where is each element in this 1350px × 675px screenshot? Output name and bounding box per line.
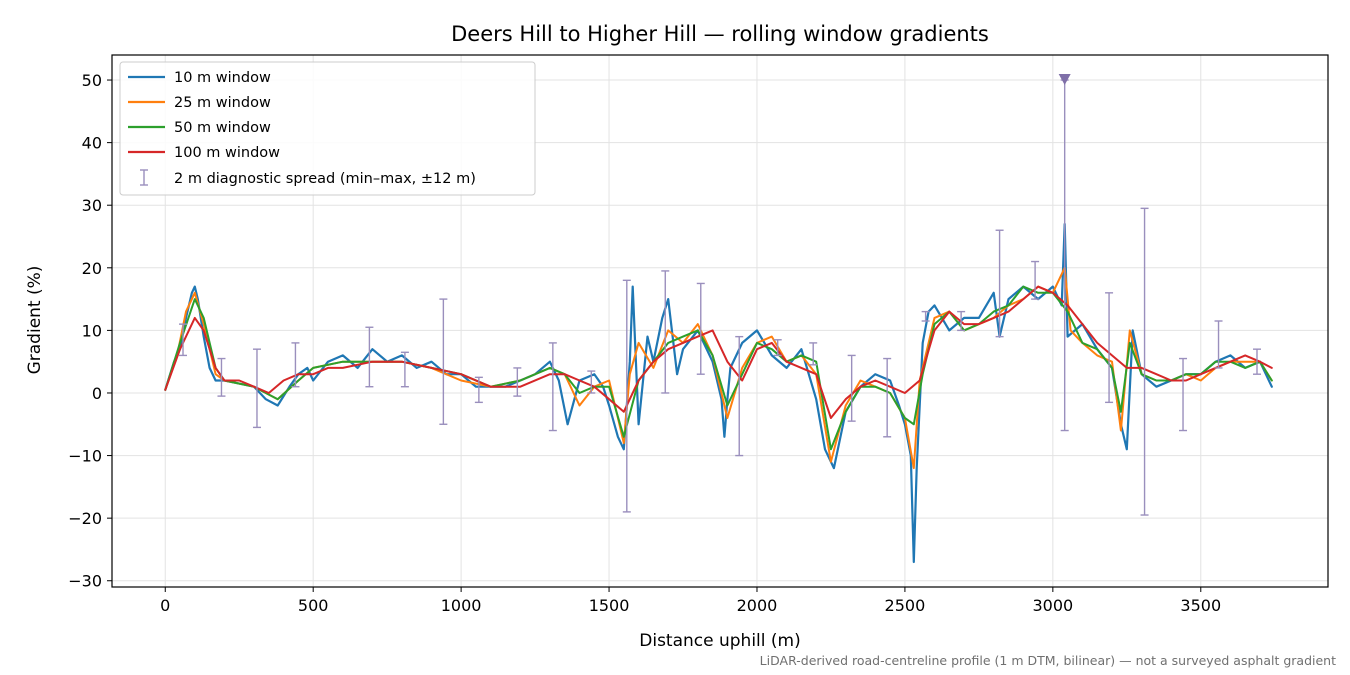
y-tick-label: 30 — [82, 196, 102, 215]
errorbar-layer — [179, 74, 1261, 516]
errorbar — [622, 279, 631, 513]
legend: 10 m window 25 m window 50 m window 100 … — [119, 61, 536, 196]
errorbar — [995, 229, 1004, 338]
footnote: LiDAR-derived road-centreline profile (1… — [760, 653, 1336, 668]
errorbar — [513, 367, 522, 397]
x-tick-label: 1000 — [441, 596, 482, 615]
errorbar — [439, 298, 448, 425]
y-tick-label: 20 — [82, 259, 102, 278]
legend-box — [119, 61, 536, 196]
errorbar — [661, 270, 670, 394]
errorbar — [252, 348, 261, 429]
grid-layer — [112, 55, 1328, 587]
errorbar — [847, 354, 856, 422]
y-tick-label: −20 — [68, 509, 102, 528]
errorbar — [1214, 320, 1223, 369]
y-tick-label: −30 — [68, 572, 102, 591]
y-tick-label: 40 — [82, 134, 102, 153]
x-tick-label: 1500 — [589, 596, 630, 615]
x-tick-label: 0 — [160, 596, 170, 615]
x-tick-label: 2500 — [885, 596, 926, 615]
errorbar — [1105, 292, 1114, 404]
errorbar — [1060, 79, 1069, 432]
series-layer — [164, 222, 1273, 564]
errorbar — [773, 339, 782, 357]
series-line-100-m-window — [164, 285, 1273, 419]
legend-label-10m: 10 m window — [174, 70, 271, 86]
errorbar — [291, 342, 300, 388]
errorbar — [365, 326, 374, 388]
y-tick-label: −10 — [68, 447, 102, 466]
legend-swatch-errorbar — [140, 169, 148, 186]
errorbar — [921, 310, 930, 322]
y-tick-label: 10 — [82, 321, 102, 340]
legend-label-25m: 25 m window — [174, 95, 271, 111]
legend-label-50m: 50 m window — [174, 120, 271, 136]
errorbar — [1140, 207, 1149, 516]
errorbar — [1252, 348, 1261, 375]
errorbar — [179, 323, 188, 357]
plot-frame — [111, 54, 1329, 588]
errorbar — [400, 351, 409, 388]
chart-title: Deers Hill to Higher Hill — rolling wind… — [451, 22, 989, 46]
legend-label-errorbar: 2 m diagnostic spread (min–max, ±12 m) — [174, 171, 476, 187]
legend-label-100m: 100 m window — [174, 145, 280, 161]
x-tick-label: 3000 — [1032, 596, 1073, 615]
x-axis-title: Distance uphill (m) — [639, 631, 800, 651]
errorbar — [883, 357, 892, 438]
x-tick-label: 3500 — [1180, 596, 1221, 615]
errorbar — [957, 310, 966, 332]
errorbar — [474, 376, 483, 404]
errorbar — [809, 342, 818, 366]
errorbar — [1031, 260, 1040, 300]
tick-layer: 0 500 1000 1500 2000 2500 3000 3500 −30 −20 −10 0 10… — [68, 71, 1221, 615]
y-axis-title: Gradient (%) — [25, 266, 45, 375]
errorbar — [548, 342, 557, 432]
errorbar — [217, 357, 226, 397]
errorbar — [587, 370, 596, 394]
x-tick-label: 500 — [298, 596, 329, 615]
errorbar — [1179, 357, 1188, 432]
x-tick-label: 2000 — [737, 596, 778, 615]
errorbar — [735, 335, 744, 457]
errorbar — [696, 282, 705, 375]
y-tick-label: 50 — [82, 71, 102, 90]
y-tick-label: 0 — [92, 384, 102, 403]
clipped-value-marker — [1058, 74, 1071, 86]
